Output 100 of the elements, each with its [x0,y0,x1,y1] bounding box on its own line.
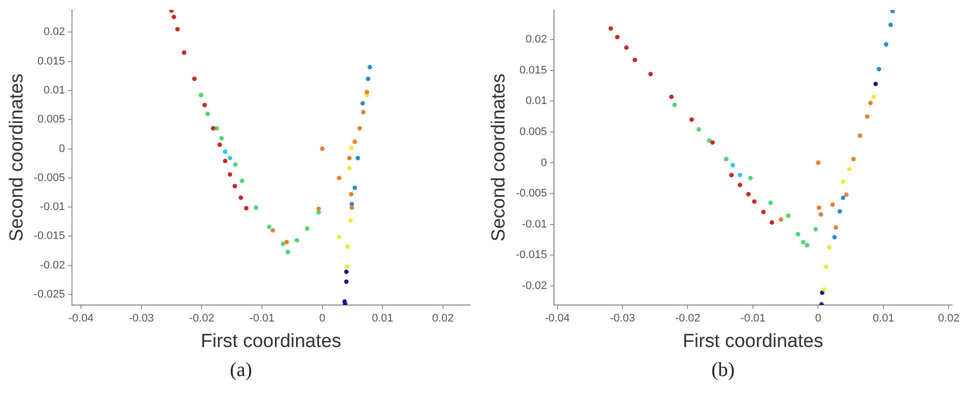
point [738,182,742,188]
point [347,156,352,160]
point [228,156,232,160]
x-tick-label: -0.02 [675,312,700,325]
point [232,184,238,188]
point [352,140,358,144]
point [832,235,837,240]
point [888,22,893,27]
point [822,287,826,292]
x-tick-label: 0.01 [372,312,394,325]
point [746,192,751,196]
point [357,126,362,131]
point [864,114,870,119]
point [840,180,846,184]
point [316,210,321,215]
y-tick-label: -0.005 [516,188,547,200]
point [847,166,852,172]
x-axis-title: First coordinates [682,330,824,352]
point [813,227,818,232]
point [696,127,702,132]
x-tick-label: 0.02 [938,312,960,325]
point [198,92,204,98]
x-tick-label: 0.01 [872,312,894,325]
point [320,146,324,151]
point [738,172,742,178]
y-tick-label: 0.005 [519,126,547,138]
point [820,290,824,295]
y-tick-label: -0.025 [34,288,65,301]
point [228,172,232,177]
point [752,199,756,204]
x-tick-label: -0.02 [189,312,214,325]
point [710,140,715,145]
point [858,133,862,138]
point [294,238,300,242]
point [801,240,806,244]
point [608,26,613,31]
point [361,110,366,114]
point [342,302,348,305]
point [356,156,360,160]
point [796,232,800,236]
point [873,82,878,86]
point [844,192,848,197]
point [286,250,290,254]
point [707,138,712,143]
text: (b) [711,359,735,382]
x-tick-label: -0.03 [610,312,636,325]
point [266,224,272,230]
y-tick-label: 0.01 [44,84,65,96]
x-tick-label: -0.04 [544,312,570,325]
point [172,14,176,20]
point [270,228,276,233]
point [345,244,350,249]
text: (a) [230,359,252,382]
point [816,205,822,210]
point [175,27,180,32]
point [192,76,197,81]
point [768,200,773,205]
y-tick-label: -0.005 [34,172,65,184]
point [770,220,774,225]
point [816,160,820,165]
point [344,270,349,274]
x-axis-title: First coordinates [200,330,342,352]
y-tick-label: 0 [540,156,547,169]
point [202,102,207,108]
y-tick-label: 0.015 [37,55,65,68]
y-tick-label: 0.02 [44,26,65,38]
point [761,210,766,214]
x-tick-label: 0 [815,312,822,325]
point [254,205,258,210]
point [304,226,310,231]
y-tick-label: -0.015 [516,249,547,262]
point [205,112,210,116]
point [824,264,828,270]
point [729,172,734,178]
point [218,142,222,147]
point [818,212,824,217]
point [347,166,352,170]
point [884,42,888,47]
point [350,205,354,210]
x-tick-label: -0.01 [740,312,766,325]
point [368,64,372,70]
point [615,34,620,40]
point [364,90,370,94]
point [366,76,370,81]
point [214,126,219,131]
point [349,146,354,150]
y-axis-title: Second coordinates [6,74,28,242]
point [669,94,674,100]
point [672,102,677,108]
point [182,50,186,55]
point [786,214,790,218]
point [804,243,810,248]
point [360,101,365,106]
y-tick-label: 0.02 [526,34,547,46]
y-tick-label: 0 [58,142,65,155]
y-tick-label: -0.015 [34,230,65,242]
point [748,176,753,180]
point [840,196,846,200]
x-tick-label: 0.02 [432,312,454,325]
point [851,156,856,162]
